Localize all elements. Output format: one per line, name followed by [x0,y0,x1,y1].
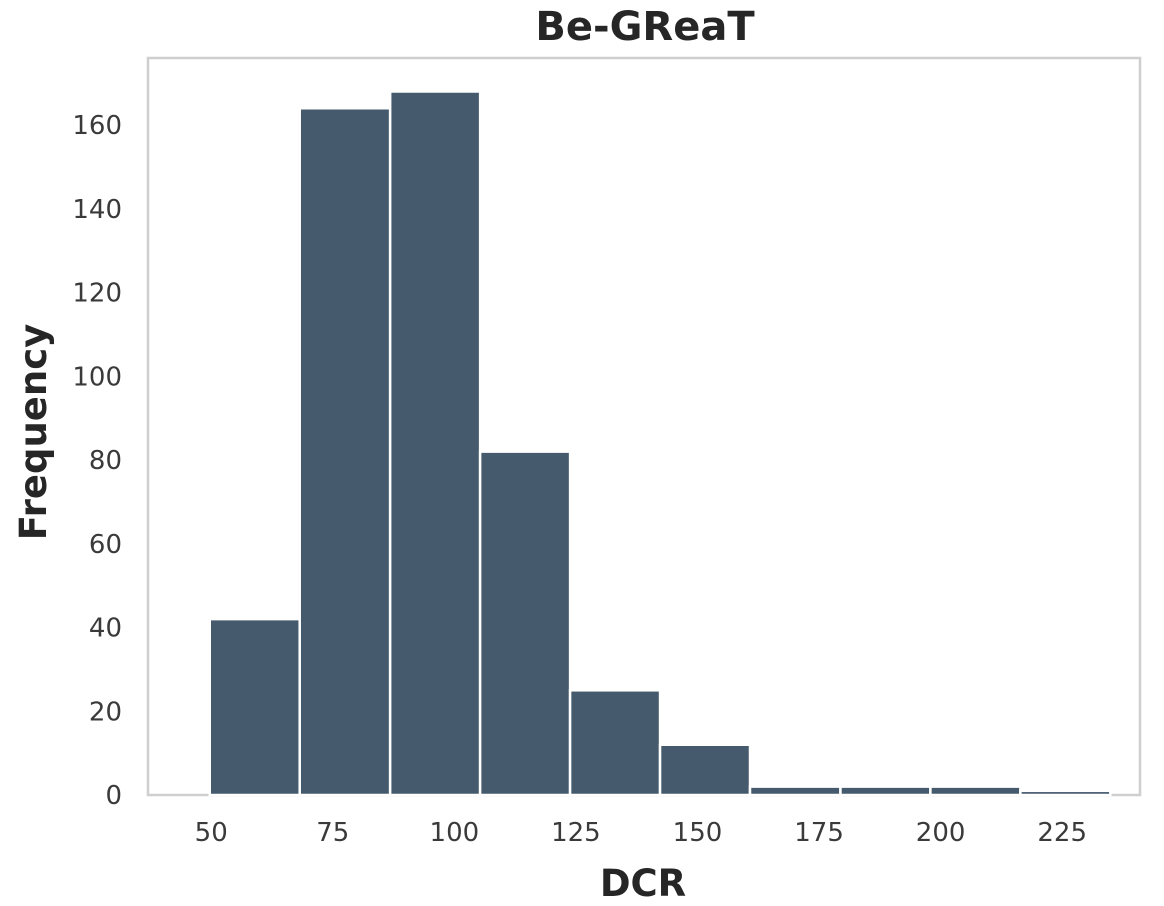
histogram-bar-3 [388,90,482,797]
x-tick-label: 175 [794,818,844,848]
y-tick-label: 0 [105,781,122,811]
y-tick-label: 40 [89,614,122,644]
histogram-bar-4 [478,450,572,797]
x-tick-label: 150 [673,818,723,848]
x-axis-ticks: 50 75 100 125 150 175 200 225 [195,818,1087,848]
histogram-bar-10 [1019,789,1112,797]
x-tick-label: 75 [316,818,349,848]
y-tick-label: 120 [72,279,122,309]
y-tick-label: 100 [72,362,122,392]
y-axis-ticks: 0 20 40 60 80 100 120 140 160 [72,111,122,811]
y-tick-label: 160 [72,111,122,141]
x-tick-label: 125 [551,818,601,848]
x-tick-label: 100 [430,818,480,848]
y-tick-label: 140 [72,195,122,225]
histogram-bar-2 [298,107,392,797]
x-axis-label: DCR [600,862,686,905]
x-tick-label: 225 [1037,818,1087,848]
histogram-bar-8 [839,785,932,797]
histogram-bar-5 [568,689,662,797]
y-tick-label: 20 [89,697,122,727]
bars-layer [208,90,1112,797]
x-tick-label: 50 [195,818,228,848]
y-tick-label: 80 [89,446,122,476]
y-tick-label: 60 [89,530,122,560]
histogram-bar-9 [929,785,1022,797]
histogram-bar-1 [208,617,301,797]
histogram-bar-6 [658,743,752,797]
x-tick-label: 200 [916,818,966,848]
y-axis-label: Frequency [12,324,55,541]
chart-title: Be-GReaT [535,4,755,50]
histogram-bar-7 [748,785,842,797]
